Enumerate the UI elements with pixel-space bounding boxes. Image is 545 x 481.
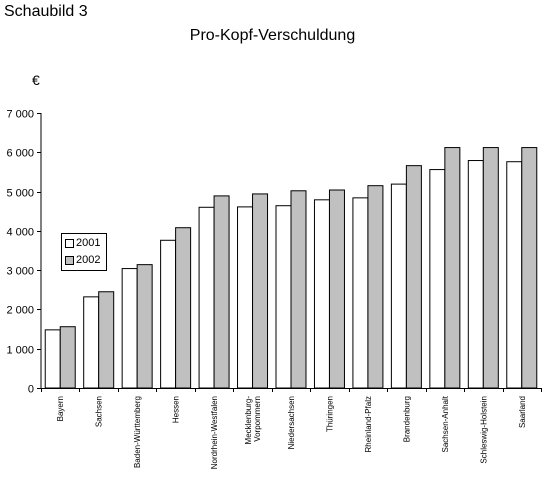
legend-swatch-2002 <box>65 255 74 265</box>
x-category-label-line: Brandenburg <box>402 396 411 442</box>
x-category-label: Mecklenburg- Vorpommern <box>244 396 262 445</box>
bar-2002-9 <box>405 165 422 389</box>
x-category-label-line: Rheinland-Pfalz <box>364 396 373 452</box>
x-category-label: Brandenburg <box>402 396 411 442</box>
y-tick-label: 0 <box>28 384 34 396</box>
bar-2001-9 <box>390 183 407 389</box>
chart-title: Pro-Kopf-Verschuldung <box>189 27 356 44</box>
y-tick-label: 5 000 <box>6 188 34 200</box>
bar-2001-11 <box>467 160 484 389</box>
bar-2002-6 <box>290 190 307 389</box>
bar-2002-5 <box>252 193 269 389</box>
y-tick-label: 3 000 <box>6 266 34 278</box>
x-category-label: Sachsen <box>95 396 104 427</box>
legend-entry: 2001 <box>65 236 100 250</box>
bar-2002-3 <box>175 227 192 389</box>
chart-legend: 2001 2002 <box>61 233 107 271</box>
bar-2001-7 <box>313 199 330 389</box>
bar-2001-5 <box>237 206 254 389</box>
legend-label: 2001 <box>76 237 101 249</box>
bar-2002-4 <box>213 195 230 389</box>
x-category-label: Rheinland-Pfalz <box>364 396 373 452</box>
bar-2002-10 <box>444 147 461 389</box>
bar-2001-12 <box>506 161 523 389</box>
bar-2001-10 <box>429 169 446 389</box>
y-tick-label: 6 000 <box>6 148 34 160</box>
bar-2001-0 <box>44 329 61 389</box>
x-category-label-line: Schleswig-Holstein <box>479 396 488 464</box>
x-category-label: Saarland <box>518 396 527 428</box>
bar-2002-0 <box>59 326 76 389</box>
x-category-label-line: Hessen <box>172 396 181 423</box>
x-category-label-line: Sachsen <box>95 396 104 427</box>
legend-label: 2002 <box>76 254 101 266</box>
x-category-label: Baden-Württemberg <box>133 396 142 468</box>
x-category-label-line: Vorpommern <box>253 396 262 442</box>
bar-2002-8 <box>367 185 384 389</box>
x-category-label-line: Saarland <box>518 396 527 428</box>
x-category-label-line: Bayern <box>56 396 65 421</box>
bar-2002-7 <box>328 189 345 389</box>
y-tick-label: 4 000 <box>6 227 34 239</box>
bar-2001-6 <box>275 205 292 389</box>
bar-2002-2 <box>136 264 153 389</box>
x-category-label: Thüringen <box>325 396 334 432</box>
legend-swatch-2001 <box>65 238 74 248</box>
x-category-label-line: Sachsen-Anhalt <box>441 395 450 452</box>
bar-2001-3 <box>160 239 177 389</box>
x-category-label: Niedersachsen <box>287 396 296 449</box>
x-category-label-line: Baden-Württemberg <box>133 396 142 468</box>
bar-2002-1 <box>98 291 115 389</box>
y-tick-label: 2 000 <box>6 305 34 317</box>
bar-2001-1 <box>83 296 100 389</box>
y-tick-label: 7 000 <box>6 109 34 121</box>
y-tick-label: 1 000 <box>6 345 34 357</box>
x-category-label: Schleswig-Holstein <box>479 396 488 464</box>
x-category-label: Sachsen-Anhalt <box>441 395 450 452</box>
bar-2001-8 <box>352 197 369 389</box>
x-category-label-line: Nordrhein-Westfalen <box>210 396 219 469</box>
legend-entry: 2002 <box>65 253 100 267</box>
x-category-label-line: Niedersachsen <box>287 396 296 449</box>
x-category-label: Nordrhein-Westfalen <box>210 396 219 469</box>
x-category-label: Hessen <box>172 396 181 423</box>
y-axis-unit-label: € <box>32 72 40 88</box>
bar-2001-2 <box>121 268 138 389</box>
bar-2002-11 <box>482 147 499 389</box>
figure-label: Schaubild 3 <box>4 3 88 20</box>
x-category-label-line: Thüringen <box>325 396 334 432</box>
bar-2001-4 <box>198 206 215 389</box>
x-category-label-line: Mecklenburg- <box>244 396 253 445</box>
bar-2002-12 <box>521 147 538 389</box>
x-category-label: Bayern <box>56 396 65 421</box>
